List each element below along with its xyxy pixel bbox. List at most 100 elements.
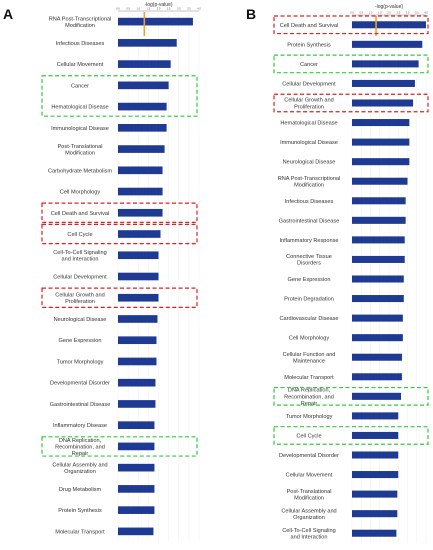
- panel-b-bar: [352, 275, 404, 283]
- panel-b-x-tick-label: 2.5: [396, 11, 400, 15]
- panel-a-category-label: Molecular Transport: [55, 529, 105, 535]
- panel-b-x-tick-label: 4.0: [424, 11, 428, 15]
- panel-b-bar: [352, 295, 404, 303]
- panel-a-bar: [118, 39, 177, 47]
- panel-a-category-label: Cellular Growth and Proliferation: [55, 292, 104, 305]
- panel-b-category-label: Inflammatory Response: [279, 238, 338, 244]
- panel-a-bar: [118, 421, 155, 430]
- panel-a-category-label: Cellular Assembly and Organization: [52, 462, 107, 475]
- panel-b-category-label: Post-Translational Modification: [287, 489, 332, 502]
- panel-b-bar: [352, 216, 406, 224]
- panel-a-bar: [118, 81, 169, 90]
- panel-a-category-label: Cell Morphology: [60, 190, 101, 196]
- panel-b-x-tick-label: 1.5: [378, 11, 382, 15]
- panel-a-letter: A: [3, 6, 14, 22]
- panel-a-x-axis-title: -log(p-value): [144, 2, 172, 8]
- panel-b-category-label: Cancer: [300, 62, 318, 68]
- panel-b-bar: [352, 255, 405, 263]
- panel-b-category-label: Hematological Disease: [280, 121, 337, 127]
- panel-b-bar: [352, 471, 399, 479]
- panel-b-bar: [352, 119, 410, 127]
- panel-a-highlight-box: [41, 75, 198, 117]
- panel-a-bar: [118, 442, 155, 451]
- panel-b-bar: [352, 314, 403, 322]
- panel-b-category-label: Gene Expression: [288, 277, 331, 283]
- panel-a-x-tick-label: 4.0: [197, 7, 201, 11]
- panel-a-bar: [118, 400, 156, 408]
- panel-a-highlight-box: [41, 287, 198, 308]
- panel-b-bar: [352, 334, 403, 342]
- panel-a-category-label: Cancer: [71, 83, 89, 89]
- panel-a-bar: [118, 463, 155, 472]
- panel-a-bar: [118, 293, 159, 302]
- panel-b-bar: [352, 138, 410, 146]
- panel-a-bar: [118, 315, 158, 323]
- panel-a-x-tick-label: 0.0: [116, 7, 120, 11]
- panel-b-bar: [352, 392, 402, 400]
- panel-a-bar: [118, 527, 154, 536]
- panel-b-category-label: DNA Replication, Recombination, and Repair: [284, 388, 334, 407]
- panel-a-bar: [118, 357, 157, 366]
- panel-b-x-tick-label: 0.0: [350, 11, 354, 15]
- panel-b-bar: [352, 60, 419, 68]
- panel-b-category-label: Protein Synthesis: [287, 42, 331, 48]
- panel-b-x-axis-title: -log(p-value): [375, 4, 403, 10]
- panel-a-category-label: Cell Death and Survival: [51, 211, 109, 217]
- panel-a-bar: [118, 251, 159, 260]
- panel-a-bar: [118, 17, 193, 26]
- panel-a-bar: [118, 506, 155, 514]
- panel-b-category-label: Cell Morphology: [289, 336, 330, 342]
- panel-b-x-tick-label: 0.5: [359, 11, 363, 15]
- panel-a-category-label: Post-Translational Modification: [58, 144, 103, 157]
- panel-a-category-label: Cell-To-Cell Signaling and Interaction: [53, 250, 106, 263]
- panel-b-category-label: Connective Tissue Disorders: [286, 254, 332, 267]
- panel-b-x-tick-label: 3.5: [415, 11, 419, 15]
- panel-b-x-tick-label: 3.0: [406, 11, 410, 15]
- panel-a-category-label: Gene Expression: [59, 338, 102, 344]
- panel-a-category-label: Immunological Disease: [51, 126, 109, 132]
- panel-a-category-label: Gastrointestinal Disease: [50, 402, 111, 408]
- panel-b-category-label: Neurological Disease: [283, 160, 336, 166]
- panel-b-category-label: Cellular Development: [282, 81, 336, 87]
- panel-b-highlight-box: [273, 426, 429, 445]
- panel-a-category-label: Drug Metabolism: [59, 487, 102, 493]
- panel-a-bar: [118, 187, 163, 196]
- panel-a-category-label: RNA Post-Transcriptional Modification: [49, 16, 112, 29]
- panel-a-bar: [118, 102, 167, 111]
- panel-a-category-label: Cell Cycle: [67, 232, 92, 238]
- panel-a-bar: [118, 485, 155, 493]
- panel-a-category-label: Tumor Morphology: [57, 359, 104, 365]
- panel-b-category-label: Protein Degradation: [284, 297, 334, 303]
- panel-a-category-label: Cellular Development: [53, 275, 107, 281]
- panel-a-bar: [118, 166, 163, 175]
- panel-b-category-label: Immunological Disease: [280, 140, 338, 146]
- panel-b-x-tick-label: 1.0: [369, 11, 373, 15]
- panel-a-category-label: Developmental Disorder: [50, 381, 110, 387]
- panel-b-bar: [352, 177, 408, 185]
- panel-b-bar: [352, 40, 423, 48]
- panel-b-highlight-box: [273, 15, 429, 35]
- panel-a-bar: [118, 123, 167, 132]
- panel-b-category-label: Cellular Growth and Proliferation: [284, 98, 333, 111]
- panel-a-x-tick-label: 2.0: [157, 7, 161, 11]
- panel-b-category-label: Tumor Morphology: [286, 414, 333, 420]
- panel-b-category-label: Gastrointestinal Disease: [279, 218, 340, 224]
- panel-b-category-label: Cell Death and Survival: [280, 23, 338, 29]
- panel-b-category-label: Molecular Transport: [284, 375, 334, 381]
- panel-a-bar: [118, 208, 163, 217]
- panel-a-bar: [118, 60, 171, 68]
- panel-a-category-label: Carbohydrate Metabolism: [48, 168, 112, 174]
- panel-b-category-label: Cellular Assembly and Organization: [281, 508, 336, 521]
- panel-b-bar: [352, 510, 398, 518]
- panel-b-category-label: Infectious Diseases: [285, 199, 334, 205]
- panel-a-x-tick-label: 1.0: [136, 7, 140, 11]
- panel-a-bar: [118, 336, 157, 345]
- panel-a-bar: [118, 272, 159, 281]
- panel-a-category-label: Cellular Movement: [57, 62, 104, 68]
- panel-b-highlight-box: [273, 54, 429, 74]
- panel-b-category-label: Cardiovascular Disease: [279, 316, 338, 322]
- panel-b-highlight-box: [273, 93, 429, 113]
- panel-a-bar: [118, 378, 156, 387]
